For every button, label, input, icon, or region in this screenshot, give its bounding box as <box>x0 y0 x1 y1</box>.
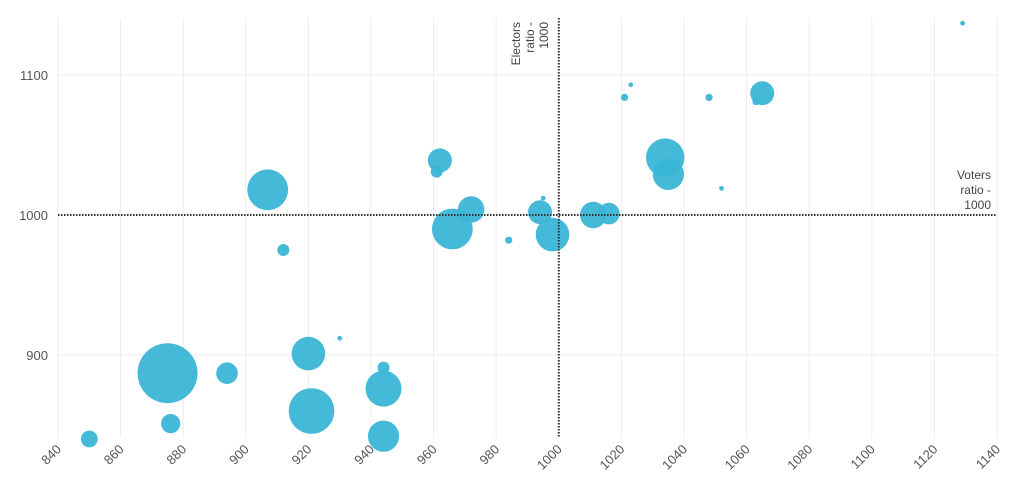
bubble <box>80 430 98 448</box>
voters-label: ratio - <box>960 183 991 197</box>
x-tick-label: 880 <box>163 442 189 468</box>
bubble <box>427 148 452 173</box>
bubble <box>750 81 775 106</box>
bubble <box>528 200 553 225</box>
bubble <box>277 244 290 256</box>
bubble <box>247 169 289 211</box>
bubble <box>288 388 335 434</box>
bubble <box>620 93 629 101</box>
y-tick-label: 900 <box>26 348 48 363</box>
x-tick-label: 840 <box>38 442 64 468</box>
bubble <box>367 420 400 452</box>
bubble <box>161 414 181 434</box>
x-tick-label: 1120 <box>910 442 940 472</box>
x-tick-label: 1100 <box>848 442 878 472</box>
bubble <box>535 217 570 252</box>
x-tick-label: 1040 <box>659 442 690 473</box>
x-tick-label: 920 <box>289 442 315 468</box>
bubble <box>598 202 620 225</box>
x-tick-label: 1080 <box>784 442 815 473</box>
electors-label: 1000 <box>537 22 551 49</box>
x-tick-label: 960 <box>414 442 440 468</box>
bubble <box>337 335 343 341</box>
voters-label: 1000 <box>964 198 991 212</box>
bubble <box>457 196 485 223</box>
x-tick-label: 1020 <box>596 442 627 473</box>
bubble <box>719 186 724 191</box>
bubble <box>652 158 684 190</box>
x-tick-label: 1000 <box>534 442 565 473</box>
bubble <box>365 370 402 407</box>
bubble <box>628 82 634 88</box>
bubble <box>216 362 238 385</box>
bubble <box>705 93 713 101</box>
bubble <box>540 195 546 201</box>
x-tick-label: 980 <box>476 442 502 468</box>
bubble <box>377 361 390 374</box>
bubble <box>137 343 198 404</box>
electors-label: ratio - <box>523 22 537 53</box>
bubble <box>505 236 513 244</box>
electors-label: Electors <box>509 22 523 65</box>
voters-label: Voters <box>957 168 991 182</box>
y-tick-label: 1100 <box>20 68 48 83</box>
bubble <box>960 20 965 26</box>
y-tick-label: 1000 <box>19 208 48 223</box>
x-tick-label: 1140 <box>973 442 1003 472</box>
x-tick-label: 860 <box>101 442 127 468</box>
x-tick-label: 1060 <box>722 442 753 473</box>
x-tick-label: 900 <box>226 442 252 468</box>
bubble <box>291 336 326 371</box>
